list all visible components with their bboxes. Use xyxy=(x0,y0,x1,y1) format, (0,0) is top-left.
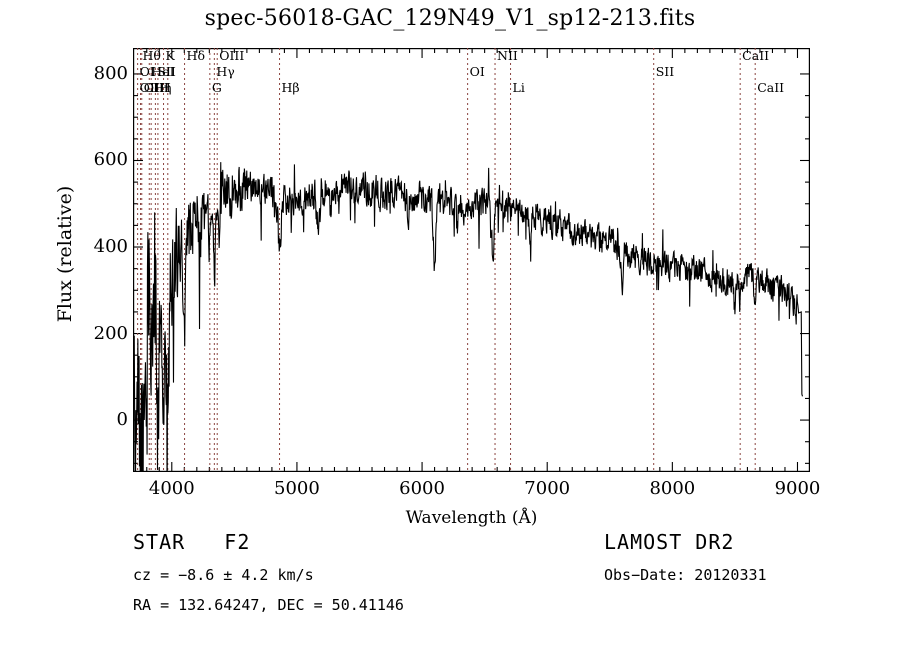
spectral-line-label: Li xyxy=(512,80,525,95)
x-axis-label: Wavelength (Å) xyxy=(405,508,538,528)
y-tick-label: 200 xyxy=(93,322,128,344)
y-axis-ticks: 0 200 400 600 800 xyxy=(62,48,128,472)
survey-name: LAMOST DR2 xyxy=(604,530,735,554)
y-tick-label: 600 xyxy=(93,149,128,171)
x-tick-label: 9000 xyxy=(774,478,821,499)
plot-area xyxy=(133,48,810,472)
spectral-line-label: OIII xyxy=(219,48,245,63)
plot-frame xyxy=(133,48,810,472)
spectral-line-label: OIII xyxy=(143,80,169,95)
y-tick-label: 0 xyxy=(116,409,128,431)
y-tick-label: 800 xyxy=(93,62,128,84)
x-tick-label: 7000 xyxy=(524,478,571,499)
radial-velocity: cz = −8.6 ± 4.2 km/s xyxy=(133,566,314,584)
spectrum-canvas xyxy=(133,48,810,472)
spectral-line-label: SII xyxy=(157,64,176,79)
object-type: STAR xyxy=(133,530,186,554)
spectral-line-label: SII xyxy=(655,64,675,79)
x-tick-label: 4000 xyxy=(148,478,195,499)
object-metadata: STAR F2 cz = −8.6 ± 4.2 km/s RA = 132.64… xyxy=(133,530,404,614)
spectral-line-label: Hθ xyxy=(142,48,161,63)
spectral-class: F2 xyxy=(224,530,251,554)
coordinates: RA = 132.64247, DEC = 50.41146 xyxy=(133,596,404,614)
spectral-line-label: Hδ xyxy=(186,48,205,63)
spectral-line-label: OII xyxy=(139,80,160,95)
page-title: spec-56018-GAC_129N49_V1_sp12-213.fits xyxy=(204,6,696,31)
spectral-line-labels: OII OIII Hη H OI HeI SII Hθ K Hδ OIII Hγ G Hβ NII OI Li C… xyxy=(133,48,810,104)
spectral-line-label: Hβ xyxy=(281,80,300,95)
obs-date: Obs−Date: 20120331 xyxy=(604,566,767,584)
y-tick-label: 400 xyxy=(93,236,128,258)
spectral-line-label: OI xyxy=(469,64,485,79)
spectral-line-label: OI xyxy=(139,64,155,79)
spectral-line-label: CaII xyxy=(742,48,770,63)
spectral-line-label: CaII xyxy=(757,80,785,95)
spectral-line-label: HeI xyxy=(151,64,175,79)
x-tick-label: 6000 xyxy=(399,478,445,499)
axis-tick-marks xyxy=(133,48,810,472)
spectral-line-label: G xyxy=(211,80,222,95)
spectral-line-label: Hη xyxy=(153,80,172,95)
object-type-and-class: STAR F2 xyxy=(133,530,404,554)
x-tick-label: 8000 xyxy=(649,478,696,499)
spectral-line-label: NII xyxy=(497,48,518,63)
spectral-line-label: K xyxy=(165,48,175,63)
metadata-footer: STAR F2 cz = −8.6 ± 4.2 km/s RA = 132.64… xyxy=(0,530,900,640)
spectrum-trace xyxy=(133,162,804,472)
x-tick-label: 5000 xyxy=(274,478,320,499)
x-axis-ticks: 4000 5000 6000 7000 8000 9000 xyxy=(133,478,821,502)
spectral-line-label: H xyxy=(159,80,171,95)
survey-metadata: LAMOST DR2 Obs−Date: 20120331 xyxy=(604,530,767,584)
spectral-line-label: Hγ xyxy=(216,64,235,79)
